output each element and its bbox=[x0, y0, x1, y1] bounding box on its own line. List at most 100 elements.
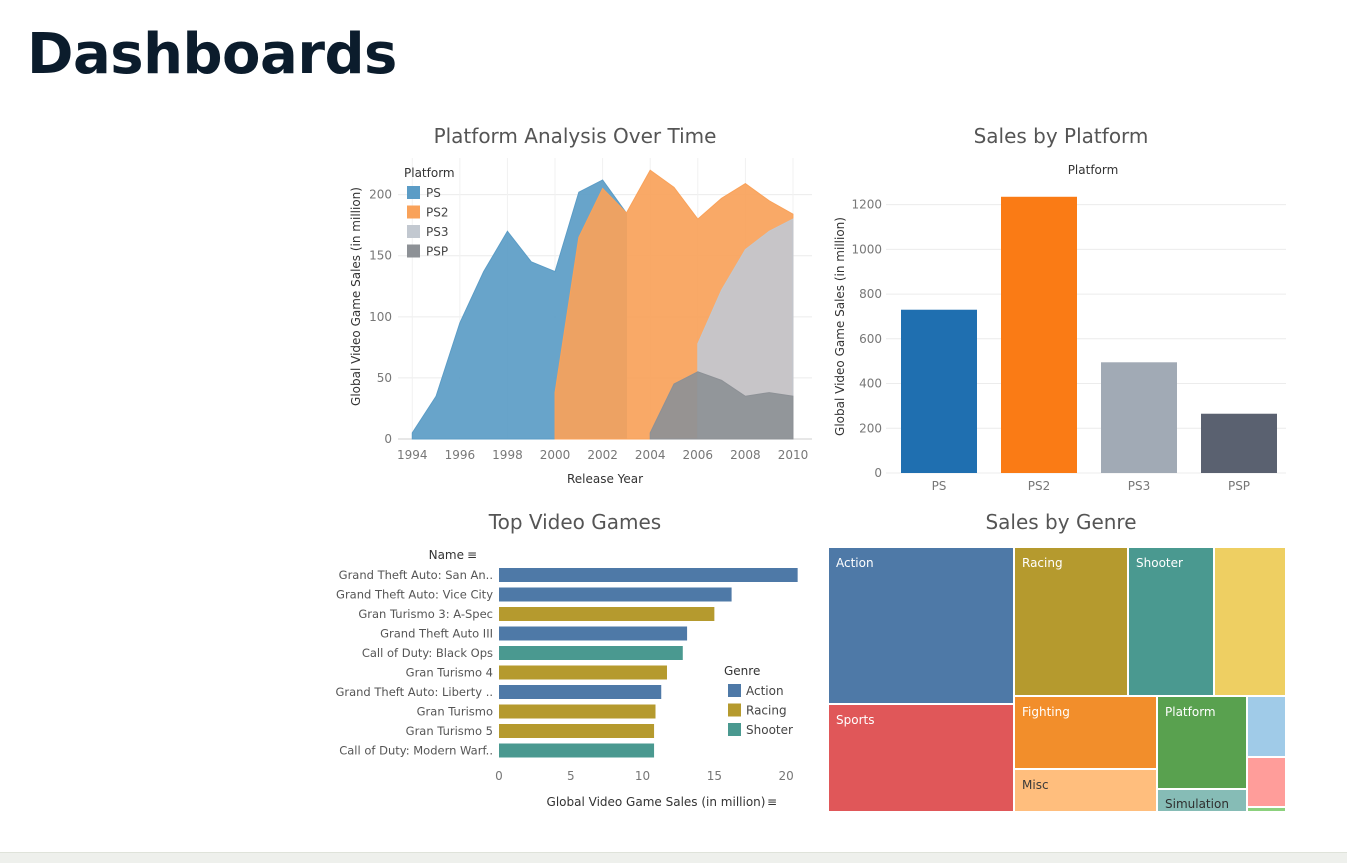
hbar-bar bbox=[499, 587, 732, 602]
area-x-label: Release Year bbox=[567, 472, 643, 486]
bar-ps3 bbox=[1101, 362, 1177, 473]
hbar-bar bbox=[499, 626, 688, 641]
bar-y-label: Global Video Game Sales (in million) bbox=[833, 217, 847, 436]
treemap-label-platform: Platform bbox=[1165, 705, 1216, 719]
treemap-label-sports: Sports bbox=[836, 713, 875, 727]
bar-psp bbox=[1201, 413, 1277, 473]
treemap-cell-lightgreen[interactable] bbox=[1247, 807, 1285, 811]
hbar-bar bbox=[499, 665, 667, 680]
bar-y-tick: 600 bbox=[859, 332, 882, 346]
area-legend-swatch-psp bbox=[407, 244, 420, 258]
area-x-tick: 2000 bbox=[540, 448, 571, 462]
hbar-x-tick: 20 bbox=[779, 769, 794, 783]
treemap-cell-racing[interactable]: Racing bbox=[1014, 547, 1128, 696]
top-games-panel: Top Video Games Name ≡ Grand Theft Auto: S… bbox=[330, 504, 820, 814]
top-games-title: Top Video Games bbox=[488, 510, 662, 534]
treemap-cell-yellow[interactable] bbox=[1214, 547, 1285, 696]
area-chart: 0 50 100 150 200 1994 1996 1998 2000 2002 2004 2006… bbox=[349, 158, 812, 486]
platform-bar-chart: 0 200 400 600 800 1000 1200 Platform PS PS2 PS3 PSP… bbox=[833, 163, 1286, 493]
platform-bar-title: Sales by Platform bbox=[973, 124, 1149, 148]
hbar-legend-label-shooter: Shooter bbox=[746, 723, 793, 737]
area-x-tick: 1998 bbox=[492, 448, 523, 462]
area-chart-panel: Platform Analysis Over Time 0 50 100 150 200… bbox=[330, 118, 820, 498]
treemap-cell-sports[interactable]: Sports bbox=[828, 704, 1014, 811]
hbar-category-label: Grand Theft Auto: Vice City bbox=[336, 588, 493, 602]
treemap-label-racing: Racing bbox=[1022, 556, 1063, 570]
hbar-bar bbox=[499, 743, 655, 758]
treemap-cell-fighting[interactable]: Fighting bbox=[1014, 696, 1157, 769]
hbar-bar bbox=[499, 607, 715, 621]
hbar-bar bbox=[499, 646, 683, 660]
area-y-tick: 200 bbox=[369, 188, 392, 202]
treemap-cell-shooter[interactable]: Shooter bbox=[1128, 547, 1214, 696]
area-x-tick: 2010 bbox=[778, 448, 809, 462]
bar-x-tick: PS3 bbox=[1128, 479, 1151, 493]
treemap-cell-platform[interactable]: Platform bbox=[1157, 696, 1247, 789]
treemap-cell-action[interactable]: Action bbox=[828, 547, 1014, 704]
bar-ps2 bbox=[1001, 196, 1077, 473]
footer-bar bbox=[0, 852, 1347, 863]
area-y-tick: 50 bbox=[377, 371, 392, 385]
area-legend-swatch-ps3 bbox=[407, 225, 420, 238]
treemap-cell-lightblue[interactable] bbox=[1247, 696, 1285, 757]
hbar-category-label: Gran Turismo bbox=[417, 705, 493, 719]
hbar-category-label: Call of Duty: Modern Warf.. bbox=[339, 744, 493, 758]
hbar-category-header: Name bbox=[429, 548, 464, 562]
treemap-label-misc: Misc bbox=[1022, 778, 1049, 792]
bar-y-tick: 400 bbox=[859, 377, 882, 391]
area-x-tick: 2002 bbox=[587, 448, 618, 462]
bar-x-tick: PS bbox=[932, 479, 947, 493]
hbar-x-tick: 10 bbox=[635, 769, 650, 783]
hbar-sort-icon: ≡ bbox=[467, 548, 477, 562]
hbar-category-label: Grand Theft Auto: Liberty .. bbox=[335, 685, 493, 699]
hbar-x-sort-icon: ≡ bbox=[767, 795, 777, 809]
treemap-cell-misc[interactable]: Misc bbox=[1014, 769, 1157, 811]
bar-y-tick: 1000 bbox=[851, 242, 882, 256]
hbar-legend-swatch-action bbox=[728, 684, 741, 697]
treemap-label-shooter: Shooter bbox=[1136, 556, 1183, 570]
bar-ps bbox=[901, 309, 977, 473]
area-legend-label-psp: PSP bbox=[426, 245, 448, 259]
hbar-category-label: Gran Turismo 3: A-Spec bbox=[358, 607, 493, 621]
area-x-tick: 2008 bbox=[730, 448, 761, 462]
area-legend-swatch-ps2 bbox=[407, 205, 420, 219]
genre-treemap-panel: Sales by Genre Action Sports Racing Shoo… bbox=[826, 504, 1296, 814]
hbar-x-tick: 15 bbox=[707, 769, 722, 783]
hbar-x-label: Global Video Game Sales (in million) bbox=[547, 795, 766, 809]
area-x-tick: 1994 bbox=[397, 448, 428, 462]
hbar-legend-label-action: Action bbox=[746, 684, 784, 698]
hbar-category-label: Gran Turismo 5 bbox=[406, 724, 493, 738]
treemap-cell-pink[interactable] bbox=[1247, 757, 1285, 807]
area-x-tick: 1996 bbox=[445, 448, 476, 462]
hbar-legend-swatch-shooter bbox=[728, 723, 741, 736]
treemap-cell-simulation[interactable]: Simulation bbox=[1157, 789, 1247, 811]
bar-x-tick: PS2 bbox=[1028, 479, 1051, 493]
hbar-bar bbox=[499, 685, 662, 699]
area-series-psp bbox=[649, 371, 794, 440]
area-x-tick: 2006 bbox=[683, 448, 714, 462]
treemap-label-action: Action bbox=[836, 556, 874, 570]
area-chart-title: Platform Analysis Over Time bbox=[433, 124, 717, 148]
bar-y-tick: 1200 bbox=[851, 198, 882, 212]
hbar-legend-label-racing: Racing bbox=[746, 704, 787, 718]
area-legend-label-ps3: PS3 bbox=[426, 225, 449, 239]
bar-y-tick: 800 bbox=[859, 287, 882, 301]
hbar-bar bbox=[499, 704, 656, 719]
hbar-x-tick: 0 bbox=[495, 769, 503, 783]
treemap-label-fighting: Fighting bbox=[1022, 705, 1070, 719]
hbar-category-label: Call of Duty: Black Ops bbox=[362, 646, 493, 660]
hbar-category-label: Grand Theft Auto: San An.. bbox=[339, 568, 493, 582]
hbar-x-tick: 5 bbox=[567, 769, 575, 783]
area-y-label: Global Video Game Sales (in million) bbox=[349, 187, 363, 406]
bar-y-tick: 0 bbox=[874, 466, 882, 480]
area-legend-title: Platform bbox=[404, 166, 455, 180]
hbar-bar bbox=[499, 724, 655, 738]
genre-treemap-title: Sales by Genre bbox=[985, 510, 1137, 534]
hbar-bar bbox=[499, 568, 798, 582]
genre-treemap: Action Sports Racing Shooter Fighting Mi… bbox=[828, 547, 1285, 811]
top-games-chart: Name ≡Grand Theft Auto: San An..Grand The… bbox=[335, 548, 798, 809]
bar-y-tick: 200 bbox=[859, 421, 882, 435]
hbar-category-label: Gran Turismo 4 bbox=[406, 666, 493, 680]
hbar-category-label: Grand Theft Auto III bbox=[380, 627, 493, 641]
platform-bar-panel: Sales by Platform 0 200 400 600 800 1000 1200 P… bbox=[826, 118, 1296, 498]
